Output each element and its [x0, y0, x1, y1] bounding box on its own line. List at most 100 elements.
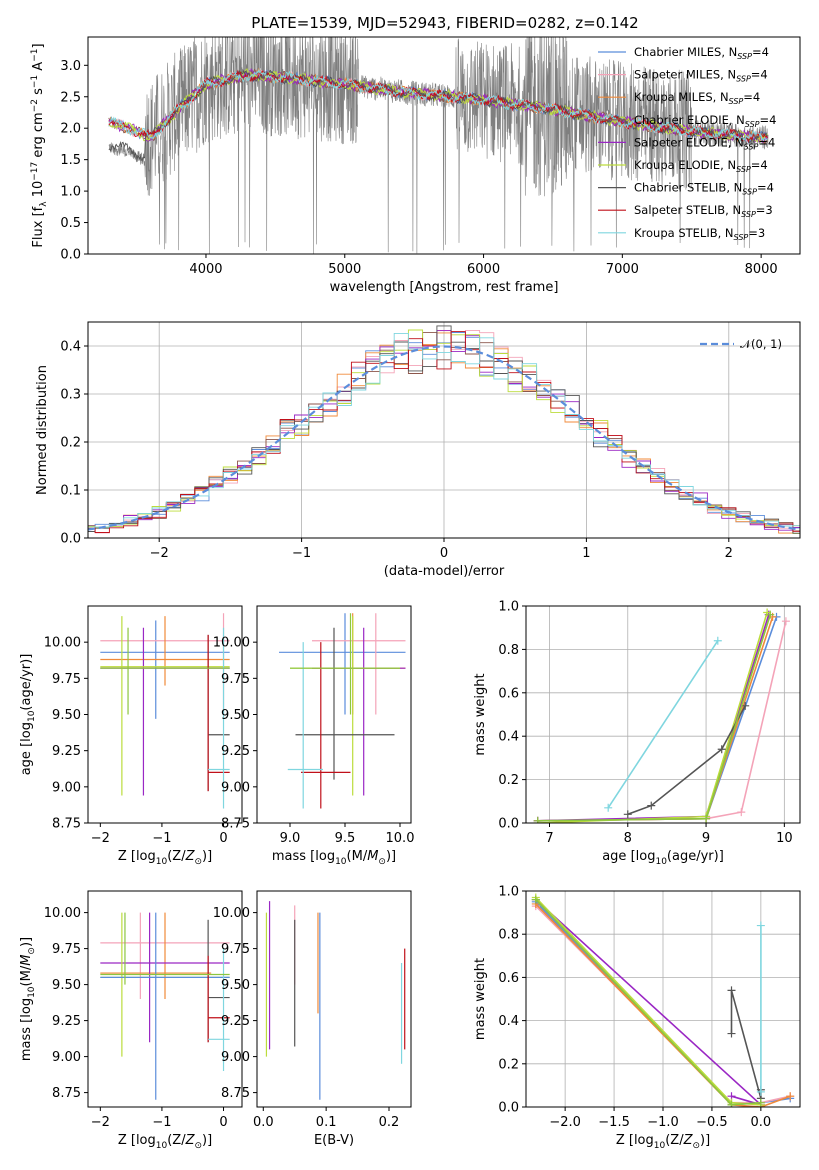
weight-line-kroupa_elodie — [537, 612, 768, 823]
weight-line-chabrier_miles — [537, 616, 778, 822]
mass_vs_EBV-frame — [256, 890, 412, 1108]
errorbar-salpeter_miles — [312, 613, 406, 715]
x-tick-label: 10.0 — [386, 831, 415, 846]
age_vs_Z-xlabel: Z [log10(Z/Z⊙)] — [118, 849, 212, 867]
spectrum-legend: Chabrier MILES, NSSP=4 Salpeter MILES, NS… — [598, 45, 776, 242]
y-tick-label: 8.75 — [52, 1086, 81, 1101]
legend-entry: Chabrier ELODIE, NSSP=4 — [634, 113, 776, 129]
weight_vs_Z-marks — [531, 893, 795, 1107]
weight_vs_age-frame — [525, 605, 801, 824]
residuals-xlabel: (data-model)/error — [384, 564, 505, 579]
weight-marker — [702, 814, 711, 823]
weight_vs_Z-ylabel: mass weight — [473, 958, 488, 1040]
y-tick-label: 9.00 — [52, 780, 81, 795]
y-tick-label: 0.5 — [60, 216, 81, 231]
errorbar-kroupa_stelib — [287, 642, 323, 809]
weight-marker — [756, 1087, 765, 1096]
weight-marker — [531, 895, 540, 904]
y-tick-label: 9.25 — [52, 744, 81, 759]
residuals-legend-label: 𝒩(0, 1) — [740, 337, 782, 351]
residual-histogram-kroupa_stelib — [88, 332, 800, 528]
y-tick-label: 9.50 — [52, 978, 81, 993]
legend-entry: Kroupa STELIB, NSSP=3 — [634, 226, 765, 242]
y-tick-label: 0.0 — [60, 532, 81, 547]
mass_vs_Z-xlabel: Z [log10(Z/Z⊙)] — [118, 1133, 212, 1151]
y-tick-label: 9.00 — [221, 780, 250, 795]
x-tick-label: 1 — [582, 546, 590, 561]
mass_vs_Z-ylabel: mass [log10(M/M⊙)] — [19, 937, 37, 1061]
x-tick-label: 7 — [545, 831, 553, 846]
weight-marker — [781, 617, 790, 626]
x-tick-label: −1 — [152, 831, 171, 846]
x-tick-label: −1.5 — [598, 1115, 630, 1130]
mass_vs_EBV-panel: 0.0 0.1 0.2 8.75 9.00 9.25 9.50 9.75 10.00 E(B-V) — [213, 890, 412, 1148]
age_vs_mass-panel: 9.0 9.5 10.0 8.75 9.00 9.25 9.50 9.75 10.00 mass … — [213, 605, 415, 867]
errorbar-olive — [100, 627, 230, 715]
weight-marker — [727, 986, 736, 995]
y-tick-label: 0.4 — [498, 1014, 519, 1029]
y-tick-label: 9.75 — [52, 672, 81, 687]
errorbar-chabrier_miles — [279, 613, 406, 715]
weight-marker — [604, 803, 613, 812]
errorbar-kroupa_stelib — [208, 627, 230, 809]
weight-line-salpeter_elodie — [537, 614, 770, 822]
residuals-panel: −2 −1 0 1 2 0.0 0.1 0.2 0.3 0.4 (data-model)/error… — [35, 321, 801, 579]
mass_vs_Z-frame — [87, 890, 243, 1108]
y-tick-label: 9.25 — [52, 1014, 81, 1029]
age_vs_Z-panel: −2 −1 0 8.75 9.00 9.25 9.50 9.75 10.00 Z [log10(Z… — [19, 605, 243, 867]
weight-marker — [741, 701, 750, 710]
y-tick-label: 1.5 — [60, 153, 81, 168]
y-tick-label: 10.00 — [213, 636, 250, 651]
x-tick-label: 4000 — [189, 262, 222, 277]
y-tick-label: 0.0 — [498, 1101, 519, 1116]
legend-entry: Salpeter MILES, NSSP=4 — [634, 68, 768, 84]
spectrum-marks — [108, 37, 769, 254]
x-tick-label: 8 — [624, 831, 632, 846]
y-tick-label: 9.75 — [221, 942, 250, 957]
y-tick-label: 0.0 — [60, 248, 81, 263]
spectrum-xlabel: wavelength [Angstrom, rest frame] — [330, 280, 559, 295]
weight-line-kroupa_stelib — [607, 640, 719, 809]
legend-entry: Kroupa MILES, NSSP=4 — [634, 90, 760, 106]
x-tick-label: −2.0 — [549, 1115, 581, 1130]
figure-title: PLATE=1539, MJD=52943, FIBERID=0282, z=0… — [251, 14, 638, 32]
x-tick-label: 6000 — [467, 262, 500, 277]
spectrum-model-salpeter_stelib — [108, 69, 768, 144]
y-tick-label: 0.3 — [60, 388, 81, 403]
y-tick-label: 1.0 — [60, 185, 81, 200]
y-tick-label: 9.50 — [52, 708, 81, 723]
residual-histogram-chabrier_stelib — [88, 325, 800, 534]
y-tick-label: 9.25 — [221, 1014, 250, 1029]
errorbar-olive — [290, 613, 400, 715]
weight-marker — [786, 1092, 795, 1101]
y-tick-label: 9.00 — [221, 1050, 250, 1065]
residual-histogram-chabrier_miles — [88, 332, 800, 530]
legend-entry: Chabrier STELIB, NSSP=4 — [634, 181, 774, 197]
y-tick-label: 8.75 — [221, 817, 250, 832]
x-tick-label: −2 — [91, 1115, 110, 1130]
y-tick-label: 10.00 — [44, 636, 81, 651]
mass_vs_Z-panel: −2 −1 0 8.75 9.00 9.25 9.50 9.75 10.00 Z [log10(Z… — [19, 890, 243, 1151]
y-tick-label: 0.4 — [498, 730, 519, 745]
x-tick-label: 2 — [725, 546, 733, 561]
errorbar-kroupa_miles — [100, 616, 230, 686]
errorbar-salpeter_stelib — [207, 634, 230, 792]
y-tick-label: 0.8 — [498, 643, 519, 658]
x-tick-label: 5000 — [328, 262, 361, 277]
weight_vs_age-ylabel: mass weight — [473, 673, 488, 755]
y-tick-label: 10.00 — [44, 906, 81, 921]
weight-marker — [756, 1098, 765, 1107]
y-tick-label: 0.2 — [60, 436, 81, 451]
x-tick-label: 0 — [440, 546, 448, 561]
y-tick-label: 9.00 — [52, 1050, 81, 1065]
weight-marker — [727, 1100, 736, 1107]
weight-marker — [756, 921, 765, 930]
x-tick-label: 0.0 — [751, 1115, 772, 1130]
y-tick-label: 0.4 — [60, 340, 81, 355]
x-tick-label: 9 — [702, 831, 710, 846]
x-tick-label: −1 — [152, 1115, 171, 1130]
y-tick-label: 9.75 — [52, 942, 81, 957]
y-tick-label: 9.50 — [221, 978, 250, 993]
y-tick-label: 0.2 — [498, 1057, 519, 1072]
weight-marker — [766, 610, 775, 619]
